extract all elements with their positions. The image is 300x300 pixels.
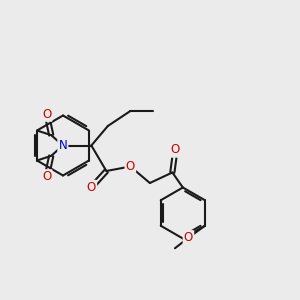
Text: N: N <box>58 139 67 152</box>
Text: O: O <box>42 170 51 183</box>
Text: O: O <box>126 160 135 173</box>
Text: O: O <box>171 143 180 157</box>
Text: O: O <box>87 181 96 194</box>
Text: O: O <box>184 231 193 244</box>
Text: O: O <box>42 108 51 121</box>
